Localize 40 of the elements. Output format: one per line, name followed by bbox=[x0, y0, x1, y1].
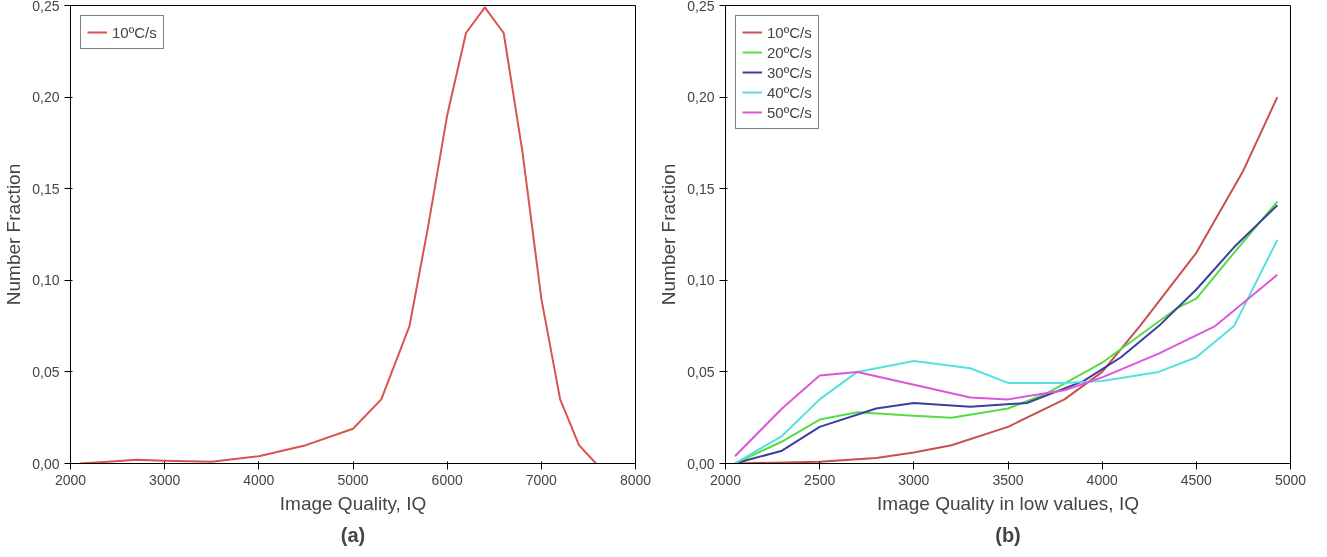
x-tick-label: 4000 bbox=[243, 471, 275, 488]
x-tick-label: 5000 bbox=[337, 471, 369, 488]
legend-label: 50ºC/s bbox=[767, 103, 812, 121]
text: (b) bbox=[995, 523, 1021, 546]
y-tick-label: 0,10 bbox=[32, 272, 60, 289]
x-axis-title: Image Quality, IQ bbox=[279, 492, 427, 514]
x-tick-label: 2000 bbox=[709, 471, 742, 488]
y-tick-label: 0,05 bbox=[32, 363, 60, 380]
legend-label: 10ºC/s bbox=[112, 23, 157, 41]
x-tick-label: 6000 bbox=[431, 471, 463, 488]
legend-label: 20ºC/s bbox=[767, 43, 812, 61]
x-tick-label: 7000 bbox=[525, 471, 558, 488]
x-tick-label: 5000 bbox=[1274, 471, 1307, 488]
y-tick-label: 0,25 bbox=[32, 0, 60, 14]
x-tick-label: 3500 bbox=[992, 471, 1024, 488]
x-tick-label: 4000 bbox=[1086, 471, 1118, 488]
y-tick-label: 0,00 bbox=[687, 455, 715, 472]
x-tick-label: 2500 bbox=[804, 471, 836, 488]
legend-label: 10ºC/s bbox=[767, 23, 812, 41]
legend-label: 30ºC/s bbox=[767, 63, 812, 81]
y-axis-title: Number Fraction bbox=[658, 163, 680, 306]
x-tick-label: 3000 bbox=[898, 471, 930, 488]
legend-label: 40ºC/s bbox=[767, 83, 812, 101]
y-tick-label: 0,20 bbox=[32, 89, 60, 106]
y-tick-label: 0,10 bbox=[687, 272, 715, 289]
y-tick-label: 0,15 bbox=[32, 180, 60, 197]
text: (a) bbox=[340, 523, 366, 546]
x-tick-label: 3000 bbox=[149, 471, 181, 488]
y-tick-label: 0,25 bbox=[687, 0, 715, 14]
y-tick-label: 0,15 bbox=[687, 180, 715, 197]
x-tick-label: 8000 bbox=[619, 471, 652, 488]
y-tick-label: 0,20 bbox=[687, 89, 715, 106]
line-series bbox=[733, 273, 1279, 458]
y-tick-label: 0,00 bbox=[32, 455, 60, 472]
line-series bbox=[78, 6, 597, 464]
x-tick-label: 4500 bbox=[1180, 471, 1213, 488]
y-tick-label: 0,05 bbox=[687, 363, 715, 380]
x-axis-title: Image Quality in low values, IQ bbox=[877, 492, 1139, 514]
y-axis-title: Number Fraction bbox=[3, 163, 25, 306]
x-tick-label: 2000 bbox=[54, 471, 87, 488]
